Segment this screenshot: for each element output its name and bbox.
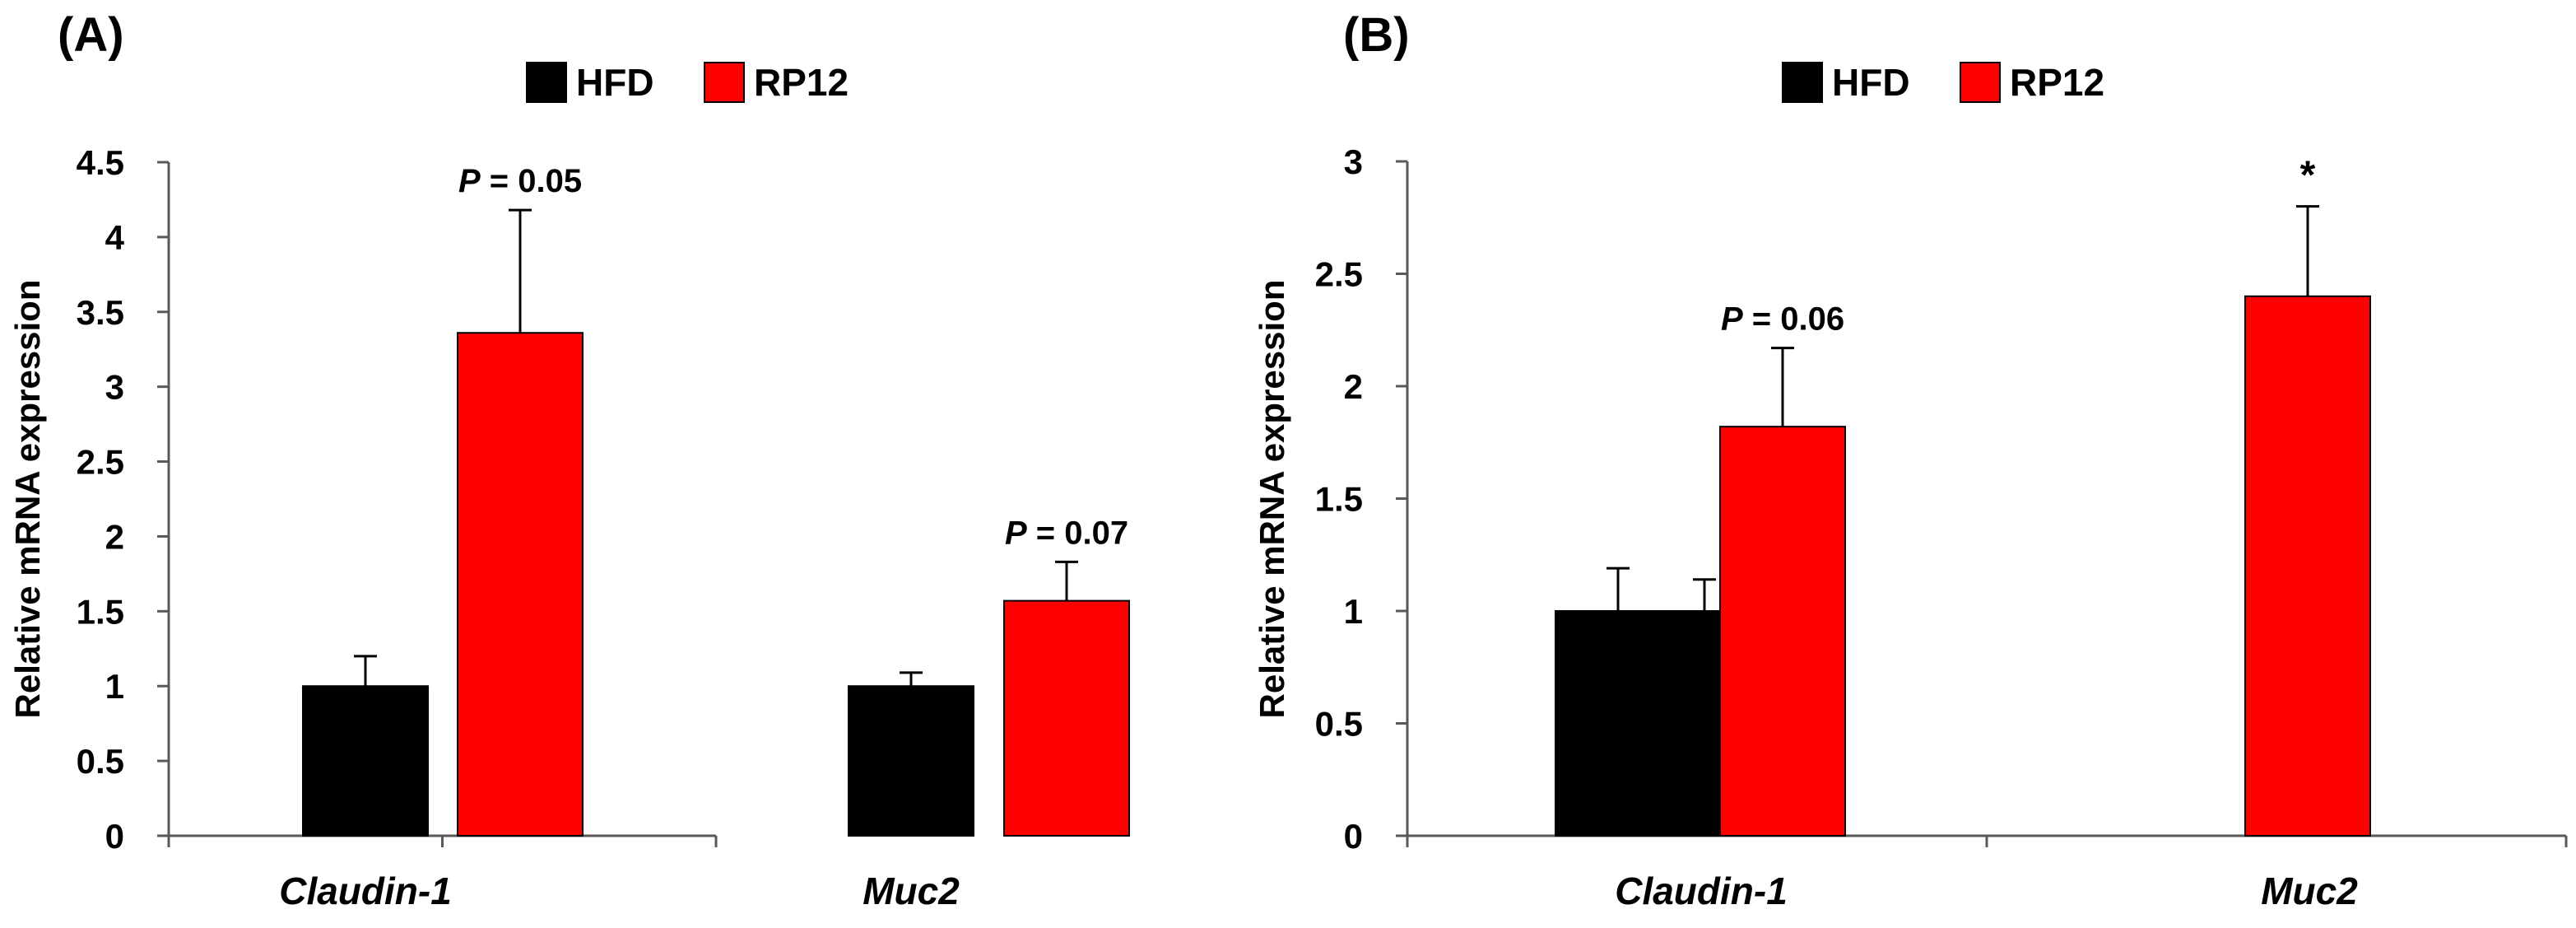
- chart-panel-b: (B) HFD RP12 Relative mRNA expression 0 0.5 1 1…: [1253, 8, 2568, 912]
- chart-panel-a: (A) HFD RP12 Relative mRNA expression 0 0.5 1 1…: [8, 8, 1130, 912]
- y-tick-label: 4.5: [77, 143, 124, 182]
- y-tick-label: 2: [105, 517, 124, 556]
- y-tick-label: 0.5: [1315, 705, 1363, 744]
- y-tick-label: 0: [105, 817, 124, 856]
- p-value-letter: P: [1721, 301, 1743, 338]
- bar-rp12-claudin-1: [1719, 426, 1846, 837]
- y-tick-label: 2: [1344, 367, 1363, 406]
- y-axis-label: Relative mRNA expression: [8, 280, 47, 719]
- y-tick-label: 1.5: [77, 592, 124, 631]
- y-tick-label: 2.5: [77, 443, 124, 482]
- legend-label-hfd: HFD: [576, 61, 654, 104]
- p-value-text: = 0.06: [1743, 301, 1844, 338]
- legend-swatch-hfd: [526, 62, 567, 103]
- p-value-letter: P: [458, 163, 481, 199]
- y-tick-label: 0: [1344, 817, 1363, 856]
- y-axis-label: Relative mRNA expression: [1253, 280, 1291, 719]
- y-tick-label: 3: [105, 368, 124, 407]
- p-value-text: *: [2300, 154, 2316, 198]
- legend-swatch-rp12: [704, 62, 745, 103]
- category-label: Claudin-1: [279, 870, 452, 912]
- y-tick-label: 1: [105, 667, 124, 706]
- legend: HFD RP12: [1782, 61, 2104, 104]
- legend-label-rp12: RP12: [2010, 61, 2104, 104]
- p-value-text: = 0.07: [1027, 515, 1128, 551]
- p-value-letter: P: [1005, 515, 1027, 551]
- significance-annotation: P = 0.06: [1721, 301, 1844, 338]
- y-tick-label: 3: [1344, 142, 1363, 181]
- significance-annotation: P = 0.05: [458, 163, 582, 199]
- p-value-text: = 0.05: [481, 163, 582, 199]
- bar-hfd-claudin-1: [302, 685, 429, 837]
- category-label: Claudin-1: [1615, 870, 1788, 912]
- panel-label: (A): [58, 8, 124, 62]
- y-tick-label: 3.5: [77, 293, 124, 332]
- legend-label-rp12: RP12: [754, 61, 849, 104]
- y-tick-label: 4: [105, 218, 125, 257]
- legend-swatch-hfd: [1782, 62, 1823, 103]
- category-label: Muc2: [2261, 870, 2358, 912]
- bar-rp12-muc2: [1003, 599, 1130, 837]
- y-tick-label: 1.5: [1315, 480, 1363, 519]
- bar-rp12-claudin-1: [457, 332, 584, 837]
- y-tick-label: 1: [1344, 592, 1363, 631]
- y-tick-label: 2.5: [1315, 255, 1363, 294]
- legend-swatch-rp12: [1960, 62, 2001, 103]
- panel-label: (B): [1343, 8, 1410, 62]
- category-label: Muc2: [863, 870, 960, 912]
- significance-annotation: *: [2300, 154, 2316, 198]
- bar-hfd-muc2: [848, 685, 974, 837]
- legend: HFD RP12: [526, 61, 849, 104]
- significance-annotation: P = 0.07: [1005, 515, 1128, 551]
- y-tick-label: 0.5: [77, 742, 124, 781]
- legend-label-hfd: HFD: [1832, 61, 1910, 104]
- bar-rp12-muc2: [2244, 295, 2371, 837]
